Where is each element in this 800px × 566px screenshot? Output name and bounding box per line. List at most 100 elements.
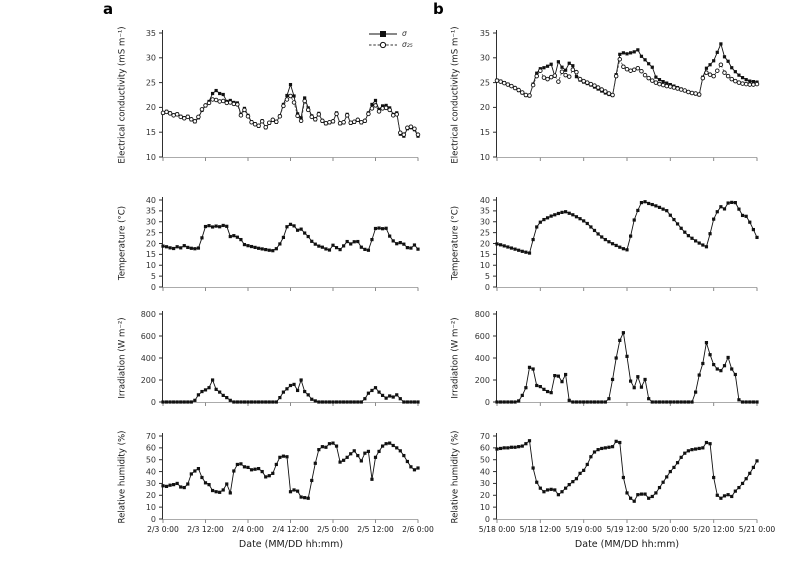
chart-b-electrical-conductivity: 10 15 20 25 30 35 <box>480 29 760 162</box>
series-markers-σ₂₅ <box>494 57 760 98</box>
ytick-label: 0 <box>485 398 490 407</box>
ytick-label: 40 <box>480 196 490 205</box>
ytick-label: 0 <box>485 283 490 292</box>
ylabel-a-electrical-conductivity: Electrical conductivity (mS m⁻¹) <box>117 26 128 164</box>
chart-a-irradiation: 0 200 400 600 800 <box>141 310 420 407</box>
ytick-label: 200 <box>475 376 490 385</box>
ytick-label: 20 <box>480 239 490 248</box>
xtick-label: 2/3 0:00 <box>147 525 179 534</box>
xtick-label: 5/21 0:00 <box>739 525 776 534</box>
chart-a-electrical-conductivity: 10 15 20 25 30 35 <box>146 29 421 162</box>
sigma25-open-circle-icon <box>369 41 397 48</box>
series-markers-irradiation <box>161 378 420 404</box>
ytick-label: 30 <box>146 479 156 488</box>
ytick-label: 800 <box>475 310 490 319</box>
ylabel-b-irradiation: Irradiation (W m⁻²) <box>450 317 461 399</box>
legend-label-sigma25: σ₂₅ <box>402 39 413 49</box>
ytick-label: 50 <box>146 456 156 465</box>
series-markers-temperature <box>495 200 759 255</box>
xaxis-title-b: Date (MM/DD hh:mm) <box>574 539 680 550</box>
ytick-label: 30 <box>480 479 490 488</box>
xtick-label: 2/5 0:00 <box>317 525 349 534</box>
ytick-label: 10 <box>480 503 490 512</box>
legend-item-sigma25: σ₂₅ <box>368 39 413 50</box>
ytick-label: 15 <box>480 128 490 137</box>
ytick-label: 70 <box>146 432 156 441</box>
ytick-label: 10 <box>146 153 156 162</box>
ytick-label: 20 <box>146 239 156 248</box>
legend-item-sigma: σ <box>368 28 413 39</box>
ylabel-b-electrical-conductivity: Electrical conductivity (mS m⁻¹) <box>450 26 461 164</box>
chart-b-relative-humidity: 5/18 0:00 5/18 12:00 5/19 0:00 5/19 12:00 5/… <box>479 432 776 534</box>
ylabel-a-temperature: Temperature (°C) <box>117 205 128 281</box>
series-line-irradiation <box>497 331 757 403</box>
ytick-label: 20 <box>146 491 156 500</box>
series-markers-relative-humidity <box>161 441 420 500</box>
ytick-label: 60 <box>480 444 490 453</box>
xaxis-title-a: Date (MM/DD hh:mm) <box>238 539 344 550</box>
ytick-label: 35 <box>146 207 156 216</box>
xtick-label: 2/5 12:00 <box>357 525 394 534</box>
panel-a-label: a <box>103 0 114 18</box>
ytick-label: 400 <box>475 354 490 363</box>
xtick-label: 5/20 12:00 <box>693 525 735 534</box>
ytick-label: 0 <box>485 515 490 524</box>
xtick-label: 5/19 12:00 <box>606 525 648 534</box>
ytick-label: 800 <box>141 310 156 319</box>
series-markers-irradiation <box>495 331 759 404</box>
ytick-label: 40 <box>480 467 490 476</box>
ytick-label: 30 <box>146 218 156 227</box>
ytick-label: 25 <box>480 78 490 87</box>
ytick-label: 0 <box>151 283 156 292</box>
xtick-label: 5/18 0:00 <box>479 525 516 534</box>
ytick-label: 10 <box>480 153 490 162</box>
ytick-label: 10 <box>146 261 156 270</box>
xtick-label: 5/19 0:00 <box>565 525 602 534</box>
series-line-σ₂₅ <box>162 95 419 136</box>
ytick-label: 200 <box>141 376 156 385</box>
series-markers-relative-humidity <box>495 439 759 503</box>
legend: σ σ₂₅ <box>368 28 413 50</box>
ytick-label: 0 <box>151 515 156 524</box>
ytick-label: 35 <box>480 207 490 216</box>
ylabel-b-temperature: Temperature (°C) <box>450 205 461 281</box>
ytick-label: 20 <box>480 103 490 112</box>
legend-label-sigma: σ <box>402 28 407 38</box>
ytick-label: 400 <box>141 354 156 363</box>
ytick-label: 600 <box>475 332 490 341</box>
ytick-label: 15 <box>480 250 490 259</box>
ytick-label: 40 <box>146 196 156 205</box>
ylabel-b-relative-humidity: Relative humidity (%) <box>450 430 461 524</box>
ytick-label: 40 <box>146 467 156 476</box>
ytick-label: 10 <box>480 261 490 270</box>
ylabel-a-relative-humidity: Relative humidity (%) <box>117 430 128 524</box>
xtick-label: 2/6 0:00 <box>402 525 434 534</box>
chart-a-relative-humidity: 2/3 0:00 2/3 12:00 2/4 0:00 2/4 12:00 2/5 0:… <box>146 432 434 534</box>
sigma-filled-square-icon <box>369 30 397 37</box>
xtick-label: 2/4 12:00 <box>272 525 309 534</box>
chart-b-irradiation: 0 200 400 600 800 <box>475 310 759 407</box>
ylabel-a-irradiation: Irradiation (W m⁻²) <box>117 317 128 399</box>
panel-b-label: b <box>433 0 444 18</box>
ytick-label: 5 <box>151 272 156 281</box>
ytick-label: 15 <box>146 128 156 137</box>
ytick-label: 50 <box>480 456 490 465</box>
ytick-label: 35 <box>480 29 490 38</box>
ytick-label: 5 <box>485 272 490 281</box>
series-markers-σ₂₅ <box>160 93 421 137</box>
ytick-label: 20 <box>146 103 156 112</box>
ytick-label: 25 <box>146 78 156 87</box>
series-markers-temperature <box>161 222 420 253</box>
xtick-label: 2/3 12:00 <box>187 525 224 534</box>
ytick-label: 15 <box>146 250 156 259</box>
xtick-label: 5/18 12:00 <box>520 525 562 534</box>
ytick-label: 600 <box>141 332 156 341</box>
ytick-label: 60 <box>146 444 156 453</box>
ytick-label: 25 <box>480 228 490 237</box>
ytick-label: 20 <box>480 491 490 500</box>
ytick-label: 25 <box>146 228 156 237</box>
ytick-label: 30 <box>480 54 490 63</box>
